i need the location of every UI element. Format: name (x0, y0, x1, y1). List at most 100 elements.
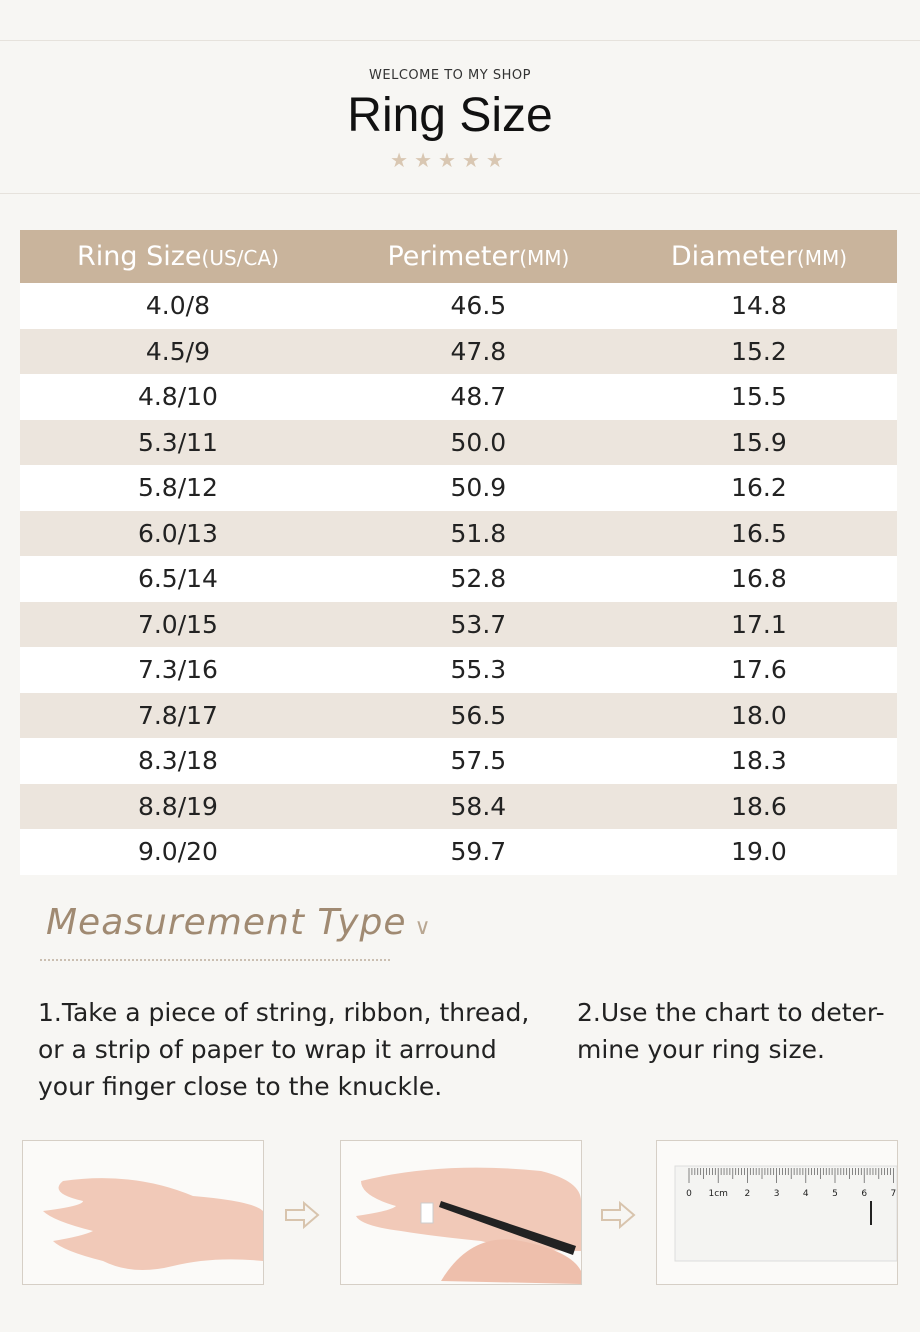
column-header: Perimeter(MM) (335, 230, 621, 283)
table-cell: 51.8 (335, 510, 621, 556)
table-cell: 4.0/8 (20, 283, 336, 329)
step-text: 1.Take a piece of string, ribbon, thread… (38, 994, 529, 1105)
step-line: your finger close to the knuckle. (38, 1072, 443, 1101)
table-cell: 7.0/15 (20, 601, 336, 647)
table-cell: 15.5 (620, 374, 897, 420)
ruler: 0 1cm 2 3 4 5 6 7 (674, 1165, 898, 1262)
ruler-label: 0 (686, 1189, 692, 1199)
header-unit: (US/CA) (201, 246, 279, 270)
table-cell: 8.8/19 (20, 783, 336, 829)
table-cell: 47.8 (335, 328, 621, 374)
column-header: Diameter(MM) (620, 230, 897, 283)
table-cell: 8.3/18 (20, 738, 336, 784)
table-cell: 16.5 (620, 510, 897, 556)
table-cell: 50.9 (335, 465, 621, 511)
ruler-label: 3 (774, 1189, 780, 1199)
table-cell: 16.2 (620, 465, 897, 511)
hand (441, 1239, 581, 1284)
ruler-body (674, 1165, 898, 1262)
table-cell: 57.5 (335, 738, 621, 784)
header-label: Perimeter (387, 241, 520, 272)
header-unit: (MM) (796, 246, 848, 270)
table-body: 4.0/8 46.5 14.8 4.5/9 47.8 15.2 4.8/10 48.7 15.5… (20, 283, 897, 875)
table-row: 6.5/14 52.8 16.8 (20, 556, 897, 602)
table-cell: 15.2 (620, 328, 897, 374)
table-row: 4.8/10 48.7 15.5 (20, 374, 897, 420)
table-row: 7.8/17 56.5 18.0 (20, 692, 897, 738)
table-cell: 56.5 (335, 692, 621, 738)
table-row: 6.0/13 51.8 16.5 (20, 510, 897, 556)
table-cell: 55.3 (335, 647, 621, 693)
ruler-label: 4 (803, 1189, 809, 1199)
photo-ruler: 0 1cm 2 3 4 5 6 7 (656, 1140, 898, 1285)
header-unit: (MM) (519, 246, 570, 270)
table-row: 7.0/15 53.7 17.1 (20, 601, 897, 647)
table-cell: 59.7 (335, 829, 621, 875)
table-row: 5.3/11 50.0 15.9 (20, 419, 897, 465)
table-cell: 6.5/14 (20, 556, 336, 602)
dotted-rule (40, 959, 390, 961)
table-cell: 5.8/12 (20, 465, 336, 511)
hand-illustration (356, 1167, 581, 1284)
column-header: Ring Size(US/CA) (20, 230, 336, 283)
step-line: 1.Take a piece of string, ribbon, thread… (38, 998, 530, 1027)
table-row: 4.5/9 47.8 15.2 (20, 328, 897, 374)
paper-strip (420, 1202, 434, 1224)
table-cell: 18.6 (620, 783, 897, 829)
table-cell: 16.8 (620, 556, 897, 602)
divider (0, 40, 920, 41)
welcome-text: WELCOME TO MY SHOP (369, 68, 531, 83)
ruler-label: 7 (891, 1189, 897, 1199)
arrow (601, 1200, 636, 1230)
step-text: 2.Use the chart to deter-mine your ring … (577, 994, 885, 1068)
table-cell: 15.9 (620, 419, 897, 465)
chevron: ∨ (406, 915, 432, 940)
table-cell: 9.0/20 (20, 829, 336, 875)
ruler-label: 2 (745, 1189, 751, 1199)
table-cell: 46.5 (335, 283, 621, 329)
table-cell: 5.3/11 (20, 419, 336, 465)
section-title: Measurement Type ∨ (46, 902, 432, 943)
table-row: 4.0/8 46.5 14.8 (20, 283, 897, 329)
table-cell: 17.1 (620, 601, 897, 647)
table-cell: 17.6 (620, 647, 897, 693)
table-cell: 53.7 (335, 601, 621, 647)
size-table: Ring Size(US/CA) Perimeter(MM) Diameter(MM… (20, 230, 897, 875)
header-label: Diameter (670, 241, 797, 272)
divider (0, 193, 920, 194)
photo-hand (22, 1140, 264, 1285)
table-cell: 50.0 (335, 419, 621, 465)
page-title: Ring Size (347, 89, 553, 142)
table-cell: 48.7 (335, 374, 621, 420)
table-cell: 7.3/16 (20, 647, 336, 693)
table-cell: 4.5/9 (20, 328, 336, 374)
table-row: 8.8/19 58.4 18.6 (20, 783, 897, 829)
hand (43, 1178, 263, 1270)
table-row: 5.8/12 50.9 16.2 (20, 465, 897, 511)
table-cell: 58.4 (335, 783, 621, 829)
section-title-text: Measurement Type (46, 902, 407, 943)
table-cell: 6.0/13 (20, 510, 336, 556)
header-label: Ring Size (77, 241, 202, 272)
table-cell: 7.8/17 (20, 692, 336, 738)
ruler-label: 1cm (708, 1189, 727, 1199)
table-cell: 19.0 (620, 829, 897, 875)
table-cell: 52.8 (335, 556, 621, 602)
ruler-label: 6 (861, 1189, 867, 1199)
step-line: 2.Use the chart to deter- (577, 998, 885, 1027)
stars: ★★★★★ (390, 148, 510, 172)
pen (439, 1201, 576, 1255)
table-cell: 4.8/10 (20, 374, 336, 420)
step-line: or a strip of paper to wrap it arround (38, 1035, 497, 1064)
table-row: 9.0/20 59.7 19.0 (20, 829, 897, 875)
table-row: 7.3/16 55.3 17.6 (20, 647, 897, 693)
ruler-label: 5 (832, 1189, 838, 1199)
table-cell: 14.8 (620, 283, 897, 329)
header-row: Ring Size(US/CA) Perimeter(MM) Diameter(MM… (20, 230, 897, 283)
step-line: mine your ring size. (577, 1035, 825, 1064)
table-cell: 18.0 (620, 692, 897, 738)
table-cell: 18.3 (620, 738, 897, 784)
arrow (285, 1200, 320, 1230)
photo-measure (340, 1140, 582, 1285)
table-row: 8.3/18 57.5 18.3 (20, 738, 897, 784)
